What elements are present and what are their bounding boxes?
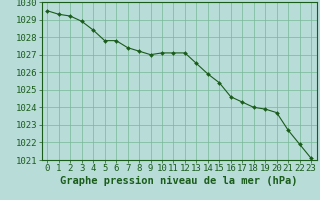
X-axis label: Graphe pression niveau de la mer (hPa): Graphe pression niveau de la mer (hPa)	[60, 176, 298, 186]
